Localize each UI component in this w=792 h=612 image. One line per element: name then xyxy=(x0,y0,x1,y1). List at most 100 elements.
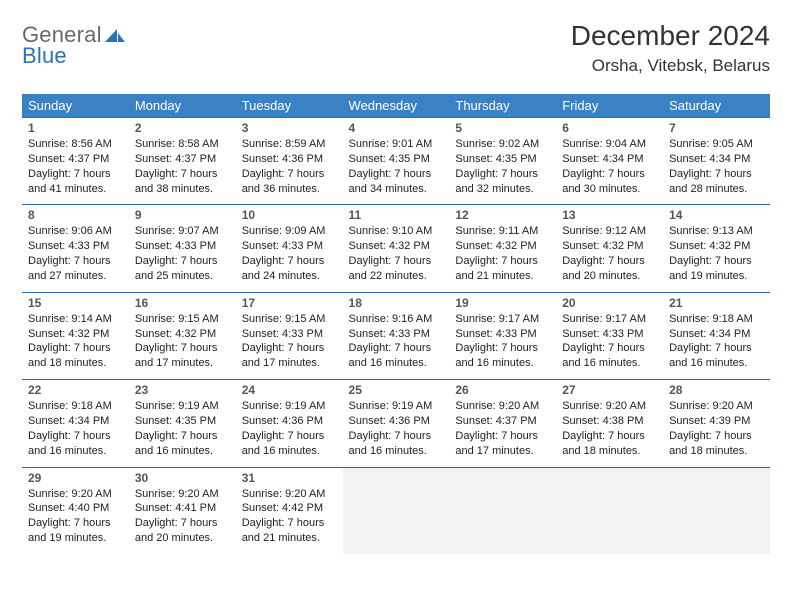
sunrise-text: Sunrise: 8:58 AM xyxy=(135,137,230,152)
sunrise-text: Sunrise: 9:20 AM xyxy=(135,487,230,502)
sunset-text: Sunset: 4:33 PM xyxy=(349,327,444,342)
sunset-text: Sunset: 4:34 PM xyxy=(669,152,764,167)
daylight-text: Daylight: 7 hours xyxy=(669,341,764,356)
day-number: 6 xyxy=(562,121,657,135)
calendar-day-cell: 19Sunrise: 9:17 AMSunset: 4:33 PMDayligh… xyxy=(449,292,556,379)
weekday-header: Thursday xyxy=(449,94,556,118)
sunset-text: Sunset: 4:33 PM xyxy=(242,327,337,342)
sunrise-text: Sunrise: 9:06 AM xyxy=(28,224,123,239)
location-subtitle: Orsha, Vitebsk, Belarus xyxy=(571,56,770,76)
daylight-text: and 27 minutes. xyxy=(28,269,123,284)
daylight-text: and 18 minutes. xyxy=(28,356,123,371)
day-number: 8 xyxy=(28,208,123,222)
daylight-text: and 21 minutes. xyxy=(455,269,550,284)
sunset-text: Sunset: 4:34 PM xyxy=(669,327,764,342)
sunrise-text: Sunrise: 9:04 AM xyxy=(562,137,657,152)
sunrise-text: Sunrise: 9:18 AM xyxy=(669,312,764,327)
calendar-week-row: 15Sunrise: 9:14 AMSunset: 4:32 PMDayligh… xyxy=(22,292,770,379)
sunset-text: Sunset: 4:35 PM xyxy=(135,414,230,429)
sunrise-text: Sunrise: 9:12 AM xyxy=(562,224,657,239)
daylight-text: and 32 minutes. xyxy=(455,182,550,197)
sunrise-text: Sunrise: 9:15 AM xyxy=(135,312,230,327)
sunset-text: Sunset: 4:42 PM xyxy=(242,501,337,516)
day-number: 14 xyxy=(669,208,764,222)
sunrise-text: Sunrise: 8:59 AM xyxy=(242,137,337,152)
calendar-day-cell: 8Sunrise: 9:06 AMSunset: 4:33 PMDaylight… xyxy=(22,205,129,292)
day-number: 4 xyxy=(349,121,444,135)
daylight-text: Daylight: 7 hours xyxy=(455,254,550,269)
calendar-day-cell xyxy=(449,467,556,554)
daylight-text: Daylight: 7 hours xyxy=(455,167,550,182)
sunrise-text: Sunrise: 9:18 AM xyxy=(28,399,123,414)
daylight-text: Daylight: 7 hours xyxy=(135,516,230,531)
brand-text-blue-wrap: Blue xyxy=(22,43,67,69)
daylight-text: and 17 minutes. xyxy=(455,444,550,459)
daylight-text: and 38 minutes. xyxy=(135,182,230,197)
daylight-text: Daylight: 7 hours xyxy=(135,429,230,444)
weekday-header: Friday xyxy=(556,94,663,118)
sunrise-text: Sunrise: 9:19 AM xyxy=(349,399,444,414)
sunset-text: Sunset: 4:39 PM xyxy=(669,414,764,429)
daylight-text: and 17 minutes. xyxy=(135,356,230,371)
weekday-header: Saturday xyxy=(663,94,770,118)
daylight-text: Daylight: 7 hours xyxy=(455,429,550,444)
calendar-day-cell: 14Sunrise: 9:13 AMSunset: 4:32 PMDayligh… xyxy=(663,205,770,292)
daylight-text: Daylight: 7 hours xyxy=(455,341,550,356)
sunrise-text: Sunrise: 9:16 AM xyxy=(349,312,444,327)
daylight-text: Daylight: 7 hours xyxy=(242,254,337,269)
calendar-day-cell: 24Sunrise: 9:19 AMSunset: 4:36 PMDayligh… xyxy=(236,380,343,467)
daylight-text: and 22 minutes. xyxy=(349,269,444,284)
sunrise-text: Sunrise: 9:17 AM xyxy=(562,312,657,327)
daylight-text: Daylight: 7 hours xyxy=(669,429,764,444)
brand-sail-icon xyxy=(104,27,126,43)
sunrise-text: Sunrise: 8:56 AM xyxy=(28,137,123,152)
daylight-text: Daylight: 7 hours xyxy=(28,254,123,269)
sunset-text: Sunset: 4:34 PM xyxy=(562,152,657,167)
daylight-text: and 16 minutes. xyxy=(349,356,444,371)
calendar-week-row: 8Sunrise: 9:06 AMSunset: 4:33 PMDaylight… xyxy=(22,205,770,292)
sunrise-text: Sunrise: 9:15 AM xyxy=(242,312,337,327)
daylight-text: Daylight: 7 hours xyxy=(28,516,123,531)
day-number: 28 xyxy=(669,383,764,397)
sunset-text: Sunset: 4:41 PM xyxy=(135,501,230,516)
daylight-text: Daylight: 7 hours xyxy=(349,429,444,444)
daylight-text: and 16 minutes. xyxy=(349,444,444,459)
calendar-week-row: 22Sunrise: 9:18 AMSunset: 4:34 PMDayligh… xyxy=(22,380,770,467)
sunset-text: Sunset: 4:37 PM xyxy=(135,152,230,167)
weekday-header: Sunday xyxy=(22,94,129,118)
daylight-text: and 16 minutes. xyxy=(562,356,657,371)
sunrise-text: Sunrise: 9:11 AM xyxy=(455,224,550,239)
sunset-text: Sunset: 4:32 PM xyxy=(455,239,550,254)
sunset-text: Sunset: 4:32 PM xyxy=(135,327,230,342)
day-number: 19 xyxy=(455,296,550,310)
calendar-day-cell: 27Sunrise: 9:20 AMSunset: 4:38 PMDayligh… xyxy=(556,380,663,467)
sunset-text: Sunset: 4:36 PM xyxy=(242,152,337,167)
daylight-text: Daylight: 7 hours xyxy=(562,429,657,444)
calendar-table: Sunday Monday Tuesday Wednesday Thursday… xyxy=(22,94,770,554)
daylight-text: Daylight: 7 hours xyxy=(135,167,230,182)
sunrise-text: Sunrise: 9:14 AM xyxy=(28,312,123,327)
daylight-text: and 34 minutes. xyxy=(349,182,444,197)
day-number: 29 xyxy=(28,471,123,485)
sunrise-text: Sunrise: 9:20 AM xyxy=(455,399,550,414)
calendar-day-cell: 18Sunrise: 9:16 AMSunset: 4:33 PMDayligh… xyxy=(343,292,450,379)
day-number: 9 xyxy=(135,208,230,222)
day-number: 11 xyxy=(349,208,444,222)
calendar-day-cell: 1Sunrise: 8:56 AMSunset: 4:37 PMDaylight… xyxy=(22,118,129,205)
daylight-text: Daylight: 7 hours xyxy=(349,167,444,182)
day-number: 1 xyxy=(28,121,123,135)
calendar-day-cell: 31Sunrise: 9:20 AMSunset: 4:42 PMDayligh… xyxy=(236,467,343,554)
sunrise-text: Sunrise: 9:20 AM xyxy=(28,487,123,502)
calendar-day-cell: 26Sunrise: 9:20 AMSunset: 4:37 PMDayligh… xyxy=(449,380,556,467)
daylight-text: and 25 minutes. xyxy=(135,269,230,284)
weekday-header: Tuesday xyxy=(236,94,343,118)
sunrise-text: Sunrise: 9:02 AM xyxy=(455,137,550,152)
calendar-day-cell: 5Sunrise: 9:02 AMSunset: 4:35 PMDaylight… xyxy=(449,118,556,205)
sunrise-text: Sunrise: 9:19 AM xyxy=(135,399,230,414)
day-number: 26 xyxy=(455,383,550,397)
day-number: 30 xyxy=(135,471,230,485)
header: General December 2024 Orsha, Vitebsk, Be… xyxy=(22,20,770,76)
sunset-text: Sunset: 4:35 PM xyxy=(455,152,550,167)
sunset-text: Sunset: 4:32 PM xyxy=(562,239,657,254)
daylight-text: and 36 minutes. xyxy=(242,182,337,197)
